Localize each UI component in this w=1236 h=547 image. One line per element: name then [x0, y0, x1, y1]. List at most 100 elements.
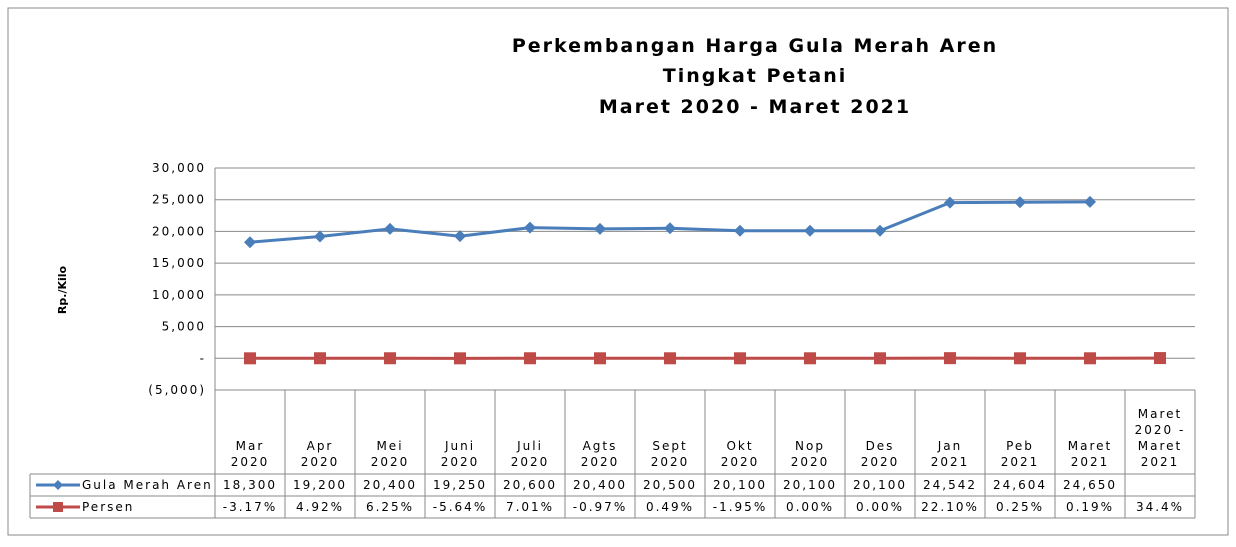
- data-table-value: 24,542: [915, 474, 985, 496]
- data-point: [664, 352, 676, 364]
- data-table-value-box: 0.49%: [635, 496, 705, 518]
- data-table-value-box: 4.92%: [285, 496, 355, 518]
- category-label-box: Mei 2020: [357, 392, 423, 470]
- data-table-value-box: 24,542: [915, 474, 985, 496]
- data-point: [594, 352, 606, 364]
- category-label: Sept 2020: [637, 392, 703, 470]
- data-table-value-box: 20,100: [775, 474, 845, 496]
- data-table-value: 0.19%: [1055, 496, 1125, 518]
- data-table-value-box: 20,400: [565, 474, 635, 496]
- data-table-value: 20,500: [635, 474, 705, 496]
- data-table-value: 19,250: [425, 474, 495, 496]
- data-table-value-box: 34.4%: [1125, 496, 1195, 518]
- data-table-value: 0.00%: [775, 496, 845, 518]
- data-table-value: 20,400: [565, 474, 635, 496]
- category-label: Juli 2020: [497, 392, 563, 470]
- data-table-value: 18,300: [215, 474, 285, 496]
- category-label: Apr 2020: [287, 392, 353, 470]
- y-tick-label: 15,000: [152, 256, 206, 270]
- category-label: Peb 2021: [987, 392, 1053, 470]
- y-tick-label: 25,000: [152, 193, 206, 207]
- data-table-value-box: 0.25%: [985, 496, 1055, 518]
- category-label-box: Juni 2020: [427, 392, 493, 470]
- data-point: [384, 352, 396, 364]
- data-table-value: 20,100: [775, 474, 845, 496]
- data-table-value: 20,100: [845, 474, 915, 496]
- category-label: Mei 2020: [357, 392, 423, 470]
- data-table-value: -5.64%: [425, 496, 495, 518]
- category-label: Jan 2021: [917, 392, 983, 470]
- data-table-value: 6.25%: [355, 496, 425, 518]
- data-table-value-box: 20,400: [355, 474, 425, 496]
- data-table-value-box: 0.19%: [1055, 496, 1125, 518]
- data-point: [1154, 352, 1166, 364]
- chart-title: Perkembangan Harga Gula Merah Aren: [512, 35, 998, 57]
- data-table-value: 0.49%: [635, 496, 705, 518]
- category-label-box: Okt 2020: [707, 392, 773, 470]
- category-label: Okt 2020: [707, 392, 773, 470]
- data-table-value-box: -3.17%: [215, 496, 285, 518]
- y-tick-label: 10,000: [152, 288, 206, 302]
- data-table-value-box: 20,500: [635, 474, 705, 496]
- data-table-value: 4.92%: [285, 496, 355, 518]
- category-label-box: Maret 2021: [1057, 392, 1123, 470]
- data-point: [944, 352, 956, 364]
- y-tick-label: 20,000: [152, 224, 206, 238]
- legend-label-box: Gula Merah Aren: [82, 474, 213, 496]
- category-label: Nop 2020: [777, 392, 843, 470]
- category-label: Maret 2021: [1057, 392, 1123, 470]
- data-table-value: 19,200: [285, 474, 355, 496]
- data-table-value: 20,100: [705, 474, 775, 496]
- data-table-value-box: -1.95%: [705, 496, 775, 518]
- data-table-value-box: 7.01%: [495, 496, 565, 518]
- data-table-value: 24,650: [1055, 474, 1125, 496]
- data-table-value: 0.25%: [985, 496, 1055, 518]
- data-table-value: 20,400: [355, 474, 425, 496]
- data-point: [1014, 352, 1026, 364]
- category-label-box: Jan 2021: [917, 392, 983, 470]
- data-table-value-box: 18,300: [215, 474, 285, 496]
- data-table-value-box: 19,250: [425, 474, 495, 496]
- data-table-value: 20,600: [495, 474, 565, 496]
- data-point: [804, 352, 816, 364]
- data-table-value: -0.97%: [565, 496, 635, 518]
- data-table-value-box: 24,650: [1055, 474, 1125, 496]
- category-label: Agts 2020: [567, 392, 633, 470]
- category-label: Maret 2020 - Maret 2021: [1127, 392, 1193, 470]
- data-table-value-box: 0.00%: [845, 496, 915, 518]
- category-label-box: Sept 2020: [637, 392, 703, 470]
- data-table-value: 24,604: [985, 474, 1055, 496]
- y-tick-label: 5,000: [162, 320, 206, 334]
- data-point: [524, 352, 536, 364]
- data-table-value-box: 6.25%: [355, 496, 425, 518]
- data-table-value-box: -5.64%: [425, 496, 495, 518]
- legend-label: Persen: [82, 496, 213, 518]
- category-label: Des 2020: [847, 392, 913, 470]
- legend-label: Gula Merah Aren: [82, 474, 213, 496]
- y-tick-label: -: [200, 351, 206, 365]
- data-point: [1084, 352, 1096, 364]
- category-label-box: Des 2020: [847, 392, 913, 470]
- category-label: Mar 2020: [217, 392, 283, 470]
- data-point: [734, 352, 746, 364]
- data-point: [244, 352, 256, 364]
- chart-title: Tingkat Petani: [663, 65, 848, 87]
- category-label-box: Peb 2021: [987, 392, 1053, 470]
- y-tick-label: 30,000: [152, 161, 206, 175]
- data-table-value: -1.95%: [705, 496, 775, 518]
- legend-marker: [53, 502, 63, 512]
- category-label-box: Juli 2020: [497, 392, 563, 470]
- data-table-value-box: 24,604: [985, 474, 1055, 496]
- data-table-value: 7.01%: [495, 496, 565, 518]
- data-point: [314, 352, 326, 364]
- data-table-value: -3.17%: [215, 496, 285, 518]
- data-table-value-box: 20,600: [495, 474, 565, 496]
- data-table-value-box: -0.97%: [565, 496, 635, 518]
- data-table-value-box: 0.00%: [775, 496, 845, 518]
- y-axis-title: Rp./Kilo: [56, 265, 69, 314]
- data-table-value-box: 20,100: [845, 474, 915, 496]
- legend-label-box: Persen: [82, 496, 213, 518]
- data-table-value-box: 20,100: [705, 474, 775, 496]
- category-label-box: Apr 2020: [287, 392, 353, 470]
- data-table-value: 22.10%: [915, 496, 985, 518]
